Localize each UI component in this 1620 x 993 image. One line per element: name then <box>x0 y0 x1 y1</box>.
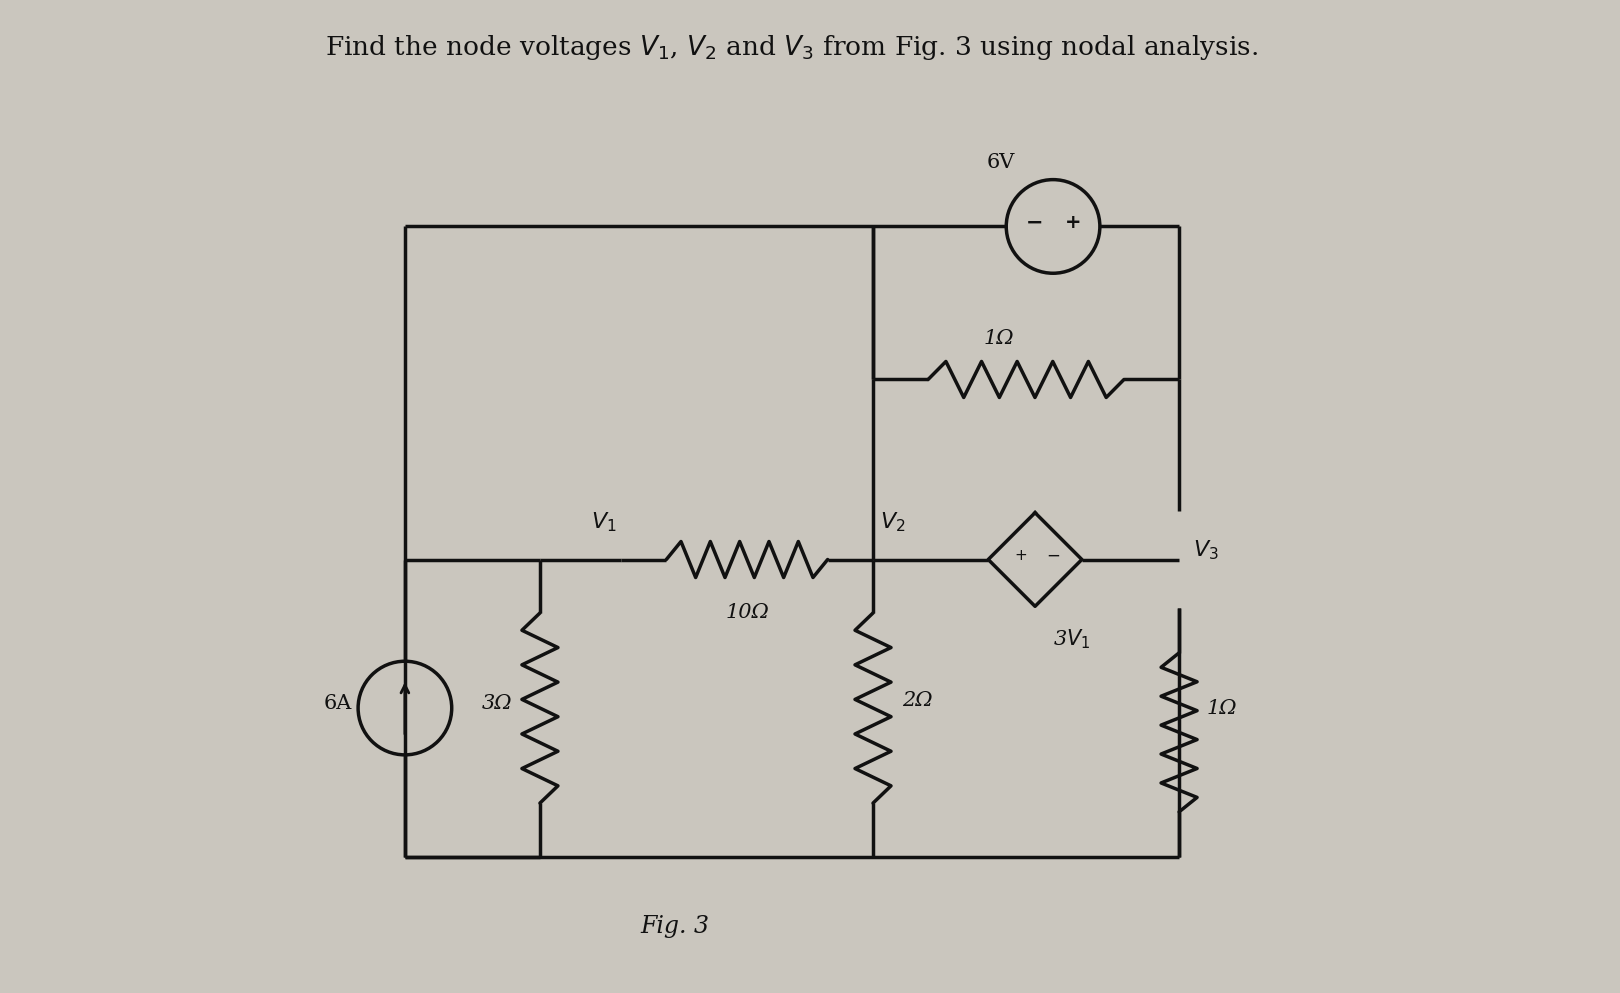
Text: 6A: 6A <box>324 694 352 713</box>
Text: Find the node voltages $V_1$, $V_2$ and $V_3$ from Fig. 3 using nodal analysis.: Find the node voltages $V_1$, $V_2$ and … <box>326 33 1259 62</box>
Text: $V_3$: $V_3$ <box>1192 539 1218 562</box>
Text: +: + <box>1014 548 1027 563</box>
Text: 3Ω: 3Ω <box>481 694 512 713</box>
Text: 3$V_1$: 3$V_1$ <box>1053 627 1090 650</box>
Text: 6V: 6V <box>987 154 1016 173</box>
Text: −: − <box>1047 547 1059 565</box>
Text: 2Ω: 2Ω <box>902 691 933 710</box>
Text: $V_1$: $V_1$ <box>591 510 617 534</box>
Text: $V_2$: $V_2$ <box>880 510 906 534</box>
Text: 1Ω: 1Ω <box>983 329 1014 348</box>
Text: +: + <box>1064 213 1081 232</box>
Text: Fig. 3: Fig. 3 <box>640 916 710 938</box>
Text: −: − <box>1027 213 1043 232</box>
Text: 10Ω: 10Ω <box>726 603 770 622</box>
Text: 1Ω: 1Ω <box>1205 698 1236 718</box>
